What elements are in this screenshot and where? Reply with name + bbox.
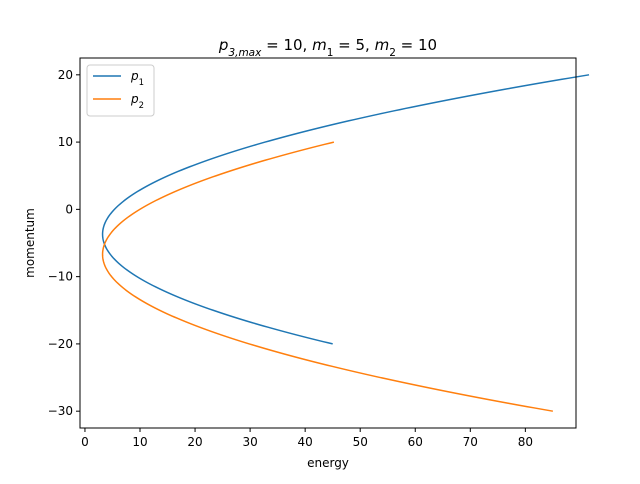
y-axis-ticks: −30 −20 −10 0 10 20 <box>48 68 80 418</box>
series-line-p2 <box>101 141 554 412</box>
legend-label-p2: p2 <box>130 92 144 111</box>
y-axis-label: momentum <box>23 208 37 278</box>
y-tick-label: −30 <box>48 404 73 418</box>
x-tick-label: 70 <box>463 435 478 449</box>
legend-box <box>86 64 155 117</box>
chart-title: p3,max = 10, m1 = 5, m2 = 10 <box>218 36 437 59</box>
x-tick-label: 20 <box>187 435 202 449</box>
y-tick-label: −20 <box>48 337 73 351</box>
axes-frame <box>79 57 577 429</box>
x-axis-label: energy <box>307 456 349 470</box>
x-tick-label: 40 <box>298 435 313 449</box>
x-tick-label: 30 <box>242 435 257 449</box>
plot-lines <box>101 74 590 412</box>
y-tick-label: 20 <box>58 68 73 82</box>
y-tick-label: 0 <box>65 202 73 216</box>
series-line-p1 <box>101 74 590 345</box>
x-tick-label: 80 <box>518 435 533 449</box>
x-axis-ticks: 0 10 20 30 40 50 60 70 80 <box>81 428 533 449</box>
x-tick-label: 10 <box>132 435 147 449</box>
x-tick-label: 50 <box>353 435 368 449</box>
legend-label-p1: p1 <box>130 69 144 88</box>
x-tick-label: 0 <box>81 435 89 449</box>
x-tick-label: 60 <box>408 435 423 449</box>
y-tick-label: −10 <box>48 270 73 284</box>
y-tick-label: 10 <box>58 135 73 149</box>
